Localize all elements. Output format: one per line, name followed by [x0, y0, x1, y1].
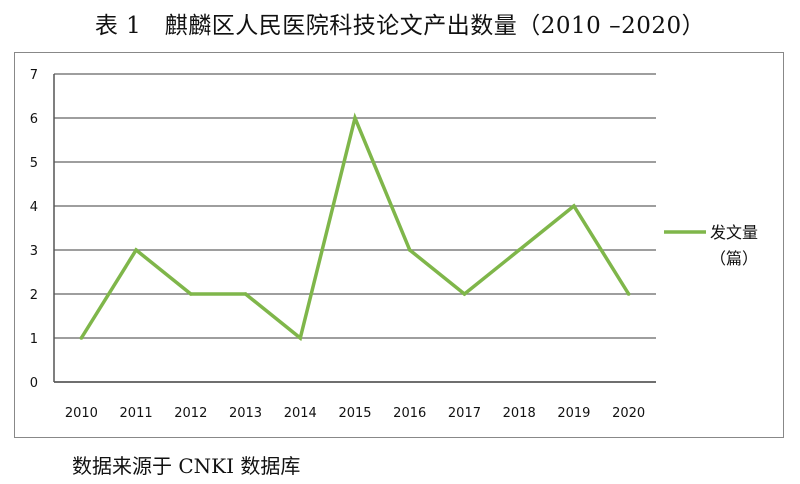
x-tick-label: 2017 — [448, 406, 481, 421]
source-note: 数据来源于 CNKI 数据库 — [72, 454, 301, 478]
data-point — [517, 248, 521, 252]
data-point — [572, 204, 576, 208]
x-tick-label: 2018 — [503, 406, 536, 421]
data-point — [189, 292, 193, 296]
legend-label: 发文量 — [710, 223, 758, 242]
x-tick-label: 2020 — [612, 406, 645, 421]
x-tick-label: 2016 — [393, 406, 426, 421]
y-tick-label: 7 — [30, 68, 38, 83]
data-point — [298, 336, 303, 340]
y-tick-label: 4 — [30, 200, 38, 215]
data-point — [353, 116, 357, 120]
chart-title: 表 1 麒麟区人民医院科技论文产出数量（2010 –2020） — [94, 13, 706, 39]
y-tick-label: 3 — [30, 244, 38, 259]
y-tick-label: 1 — [30, 332, 38, 347]
data-point — [626, 292, 631, 296]
legend-label: （篇） — [710, 249, 758, 268]
y-tick-label: 2 — [30, 288, 38, 303]
x-tick-label: 2012 — [174, 406, 207, 421]
y-tick-label: 5 — [30, 156, 38, 171]
series-line — [79, 112, 631, 342]
x-tick-label: 2010 — [65, 406, 98, 421]
x-tick-label: 2019 — [557, 406, 590, 421]
line-chart: 0 1 2 3 4 5 6 7 2010 2011 2012 2013 2014 2015 2016 2017… — [30, 68, 758, 421]
data-point — [243, 292, 248, 296]
data-point — [407, 248, 412, 252]
y-tick-label: 0 — [30, 376, 38, 391]
x-tick-label: 2014 — [284, 406, 317, 421]
chart-frame — [14, 52, 784, 438]
y-tick-label: 6 — [30, 112, 38, 127]
data-point — [79, 336, 84, 340]
data-point — [134, 248, 138, 252]
x-tick-label: 2011 — [120, 406, 153, 421]
data-point — [462, 292, 467, 296]
x-tick-label: 2015 — [338, 406, 371, 421]
x-tick-label: 2013 — [229, 406, 262, 421]
